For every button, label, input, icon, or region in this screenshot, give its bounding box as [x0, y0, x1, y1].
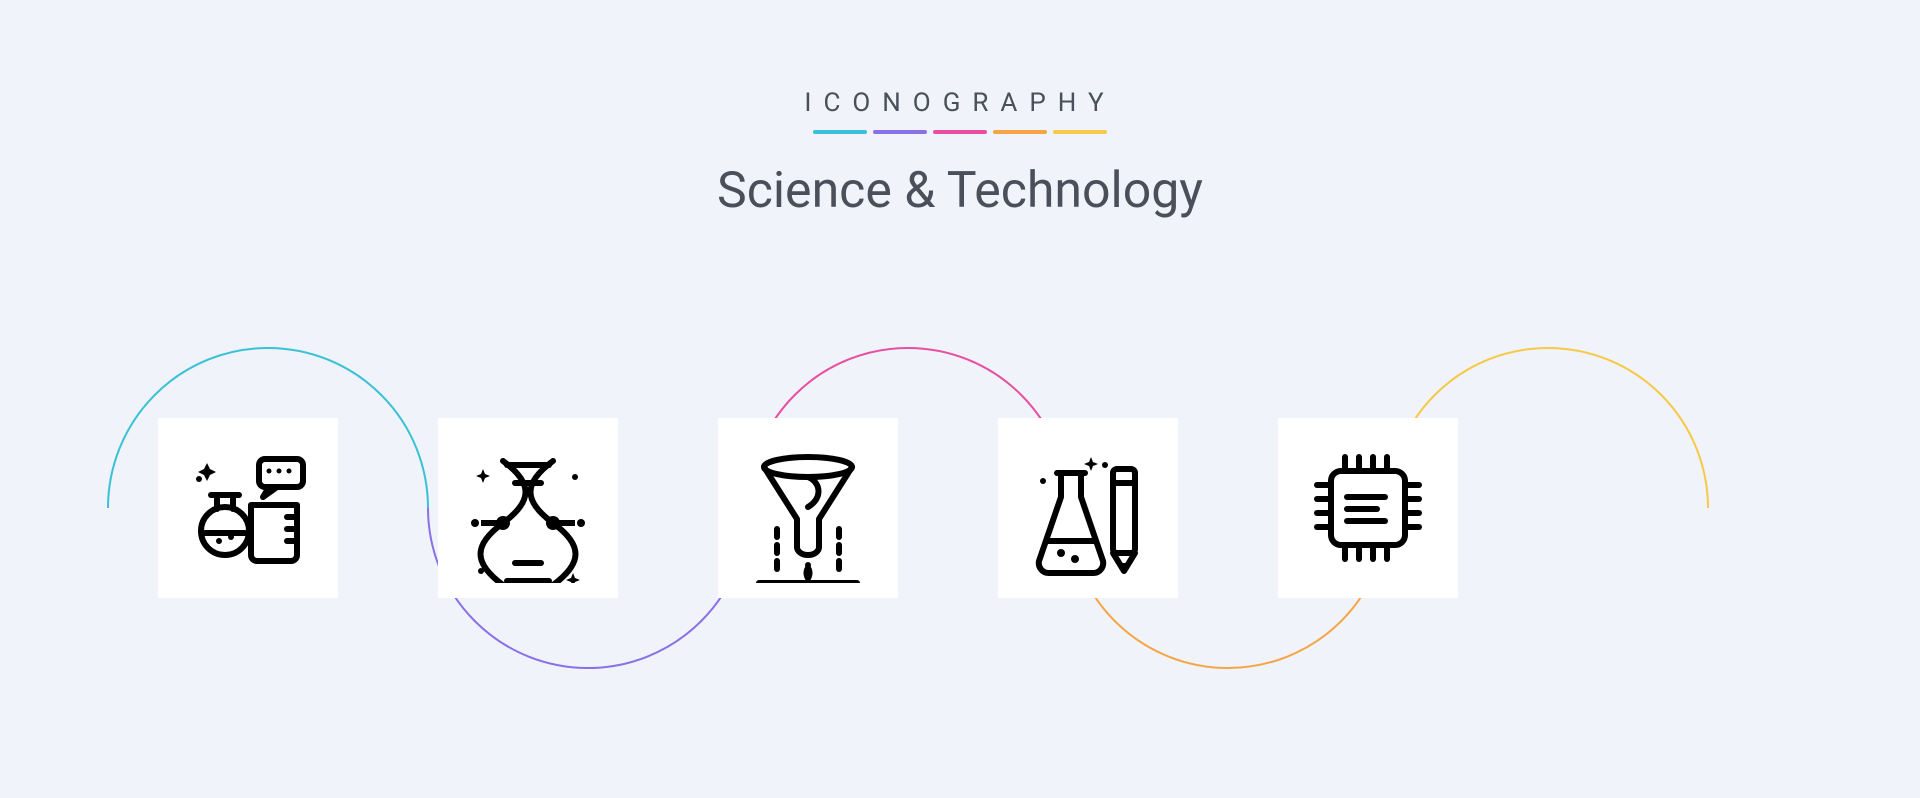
divider-seg-2 [873, 130, 927, 134]
divider-seg-5 [1053, 130, 1107, 134]
divider-seg-3 [933, 130, 987, 134]
page-title: Science & Technology [0, 162, 1920, 220]
dna-helix-icon [453, 433, 603, 583]
funnel-filter-icon [733, 433, 883, 583]
icon-card [438, 418, 618, 598]
cpu-chip-icon [1293, 433, 1443, 583]
icon-card [1278, 418, 1458, 598]
chemistry-lab-icon [173, 433, 323, 583]
brand-divider [0, 130, 1920, 134]
icon-card [158, 418, 338, 598]
divider-seg-4 [993, 130, 1047, 134]
flask-pencil-icon [1013, 433, 1163, 583]
icon-card [998, 418, 1178, 598]
icon-card [718, 418, 898, 598]
divider-seg-1 [813, 130, 867, 134]
brand-label: ICONOGRAPHY [0, 88, 1920, 118]
header: ICONOGRAPHY Science & Technology [0, 0, 1920, 220]
